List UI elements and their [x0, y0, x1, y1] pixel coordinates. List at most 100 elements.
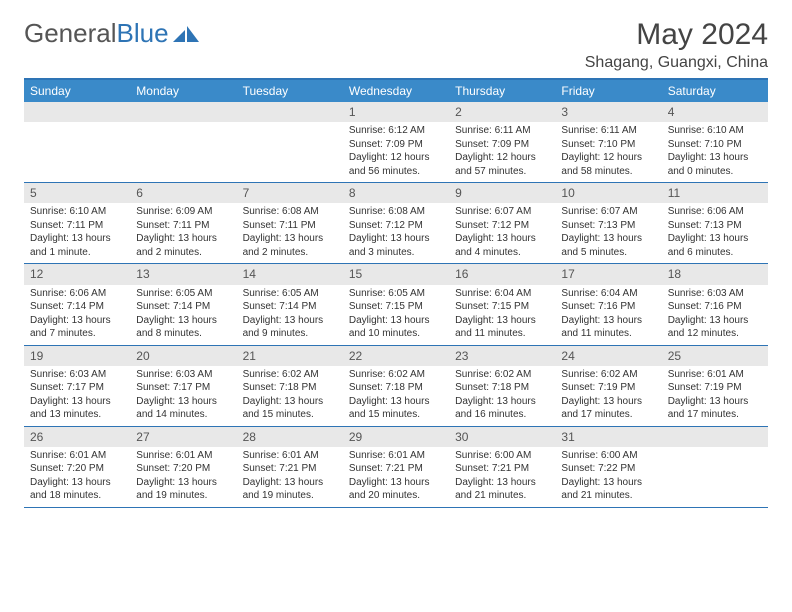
day-number: 15 [343, 264, 449, 284]
day-line: Daylight: 13 hours [455, 314, 549, 328]
day-content: Sunrise: 6:01 AMSunset: 7:21 PMDaylight:… [343, 449, 449, 507]
day-line: Sunrise: 6:11 AM [455, 124, 549, 138]
day-content: Sunrise: 6:03 AMSunset: 7:17 PMDaylight:… [24, 368, 130, 426]
day-line: Daylight: 13 hours [561, 314, 655, 328]
day-number: 1 [343, 102, 449, 122]
day-31: 31Sunrise: 6:00 AMSunset: 7:22 PMDayligh… [555, 427, 661, 507]
dow-monday: Monday [130, 80, 236, 102]
day-line: and 18 minutes. [30, 489, 124, 503]
day-content: Sunrise: 6:03 AMSunset: 7:17 PMDaylight:… [130, 368, 236, 426]
day-11: 11Sunrise: 6:06 AMSunset: 7:13 PMDayligh… [662, 183, 768, 263]
day-line: Sunset: 7:14 PM [30, 300, 124, 314]
day-line: Sunset: 7:15 PM [455, 300, 549, 314]
day-line: Daylight: 13 hours [243, 476, 337, 490]
day-line: Daylight: 12 hours [349, 151, 443, 165]
day-line: Daylight: 13 hours [349, 476, 443, 490]
day-line: Daylight: 13 hours [136, 476, 230, 490]
day-line: Daylight: 13 hours [243, 314, 337, 328]
day-9: 9Sunrise: 6:07 AMSunset: 7:12 PMDaylight… [449, 183, 555, 263]
day-line: Sunrise: 6:02 AM [561, 368, 655, 382]
day-line: Daylight: 12 hours [455, 151, 549, 165]
day-content: Sunrise: 6:02 AMSunset: 7:18 PMDaylight:… [343, 368, 449, 426]
day-8: 8Sunrise: 6:08 AMSunset: 7:12 PMDaylight… [343, 183, 449, 263]
day-6: 6Sunrise: 6:09 AMSunset: 7:11 PMDaylight… [130, 183, 236, 263]
dow-tuesday: Tuesday [237, 80, 343, 102]
day-line: and 0 minutes. [668, 165, 762, 179]
day-line: and 57 minutes. [455, 165, 549, 179]
day-number: 6 [130, 183, 236, 203]
day-line: Sunrise: 6:10 AM [668, 124, 762, 138]
month-title: May 2024 [585, 18, 768, 52]
day-line: and 17 minutes. [561, 408, 655, 422]
day-line: Sunrise: 6:00 AM [455, 449, 549, 463]
day-number: 4 [662, 102, 768, 122]
day-number: 20 [130, 346, 236, 366]
day-10: 10Sunrise: 6:07 AMSunset: 7:13 PMDayligh… [555, 183, 661, 263]
day-line: Sunset: 7:19 PM [561, 381, 655, 395]
day-24: 24Sunrise: 6:02 AMSunset: 7:19 PMDayligh… [555, 346, 661, 426]
day-number [130, 102, 236, 122]
day-number: 2 [449, 102, 555, 122]
day-5: 5 Sunrise: 6:10 AMSunset: 7:11 PMDaylight… [24, 183, 130, 263]
day-content: Sunrise: 6:06 AMSunset: 7:14 PMDaylight:… [24, 287, 130, 345]
day-number: 9 [449, 183, 555, 203]
day-line: Daylight: 13 hours [668, 151, 762, 165]
day-line: and 21 minutes. [561, 489, 655, 503]
day-line: Sunset: 7:14 PM [136, 300, 230, 314]
day-15: 15Sunrise: 6:05 AMSunset: 7:15 PMDayligh… [343, 264, 449, 344]
day-line: Sunset: 7:21 PM [455, 462, 549, 476]
day-30: 30Sunrise: 6:00 AMSunset: 7:21 PMDayligh… [449, 427, 555, 507]
day-3: 3Sunrise: 6:11 AMSunset: 7:10 PMDaylight… [555, 102, 661, 182]
day-content [237, 124, 343, 128]
day-line: Daylight: 12 hours [561, 151, 655, 165]
day-line: Daylight: 13 hours [30, 232, 124, 246]
day-line: Sunrise: 6:07 AM [455, 205, 549, 219]
day-line: and 1 minute. [30, 246, 124, 260]
day-line: Sunrise: 6:10 AM [30, 205, 124, 219]
day-line: Sunrise: 6:02 AM [349, 368, 443, 382]
day-line: and 10 minutes. [349, 327, 443, 341]
day-17: 17Sunrise: 6:04 AMSunset: 7:16 PMDayligh… [555, 264, 661, 344]
dow-thursday: Thursday [449, 80, 555, 102]
day-line: Daylight: 13 hours [668, 314, 762, 328]
day-content: Sunrise: 6:00 AMSunset: 7:21 PMDaylight:… [449, 449, 555, 507]
day-number: 5 [24, 183, 130, 203]
day-content: Sunrise: 6:04 AMSunset: 7:16 PMDaylight:… [555, 287, 661, 345]
logo-text-1: General [24, 18, 117, 49]
day-19: 19Sunrise: 6:03 AMSunset: 7:17 PMDayligh… [24, 346, 130, 426]
day-number: 11 [662, 183, 768, 203]
day-number: 14 [237, 264, 343, 284]
dow-row: SundayMondayTuesdayWednesdayThursdayFrid… [24, 80, 768, 102]
day-line: Sunrise: 6:01 AM [30, 449, 124, 463]
day-line: Sunset: 7:12 PM [455, 219, 549, 233]
day-line: Daylight: 13 hours [30, 395, 124, 409]
day-line: Daylight: 13 hours [136, 314, 230, 328]
day-content: Sunrise: 6:02 AMSunset: 7:19 PMDaylight:… [555, 368, 661, 426]
day-line: Sunset: 7:17 PM [30, 381, 124, 395]
day-line: Sunrise: 6:03 AM [136, 368, 230, 382]
day-line: Sunrise: 6:03 AM [30, 368, 124, 382]
day-number: 21 [237, 346, 343, 366]
day-line: Sunrise: 6:02 AM [243, 368, 337, 382]
day-28: 28Sunrise: 6:01 AMSunset: 7:21 PMDayligh… [237, 427, 343, 507]
day-line: Sunrise: 6:08 AM [243, 205, 337, 219]
day-line: Sunrise: 6:05 AM [243, 287, 337, 301]
day-content: Sunrise: 6:08 AMSunset: 7:12 PMDaylight:… [343, 205, 449, 263]
day-line: Sunrise: 6:04 AM [455, 287, 549, 301]
header: GeneralBlue May 2024 Shagang, Guangxi, C… [24, 18, 768, 72]
day-line: and 14 minutes. [136, 408, 230, 422]
day-line: Sunrise: 6:01 AM [243, 449, 337, 463]
day-line: Sunset: 7:11 PM [30, 219, 124, 233]
day-number: 23 [449, 346, 555, 366]
day-line: Sunrise: 6:01 AM [136, 449, 230, 463]
day-line: Daylight: 13 hours [136, 395, 230, 409]
day-content: Sunrise: 6:01 AMSunset: 7:19 PMDaylight:… [662, 368, 768, 426]
day-line: Daylight: 13 hours [349, 232, 443, 246]
day-line: Sunrise: 6:06 AM [30, 287, 124, 301]
day-7: 7Sunrise: 6:08 AMSunset: 7:11 PMDaylight… [237, 183, 343, 263]
day-content: Sunrise: 6:06 AMSunset: 7:13 PMDaylight:… [662, 205, 768, 263]
day-line: Sunset: 7:16 PM [668, 300, 762, 314]
day-number: 26 [24, 427, 130, 447]
day-line: Sunset: 7:09 PM [455, 138, 549, 152]
day-content: Sunrise: 6:11 AMSunset: 7:10 PMDaylight:… [555, 124, 661, 182]
